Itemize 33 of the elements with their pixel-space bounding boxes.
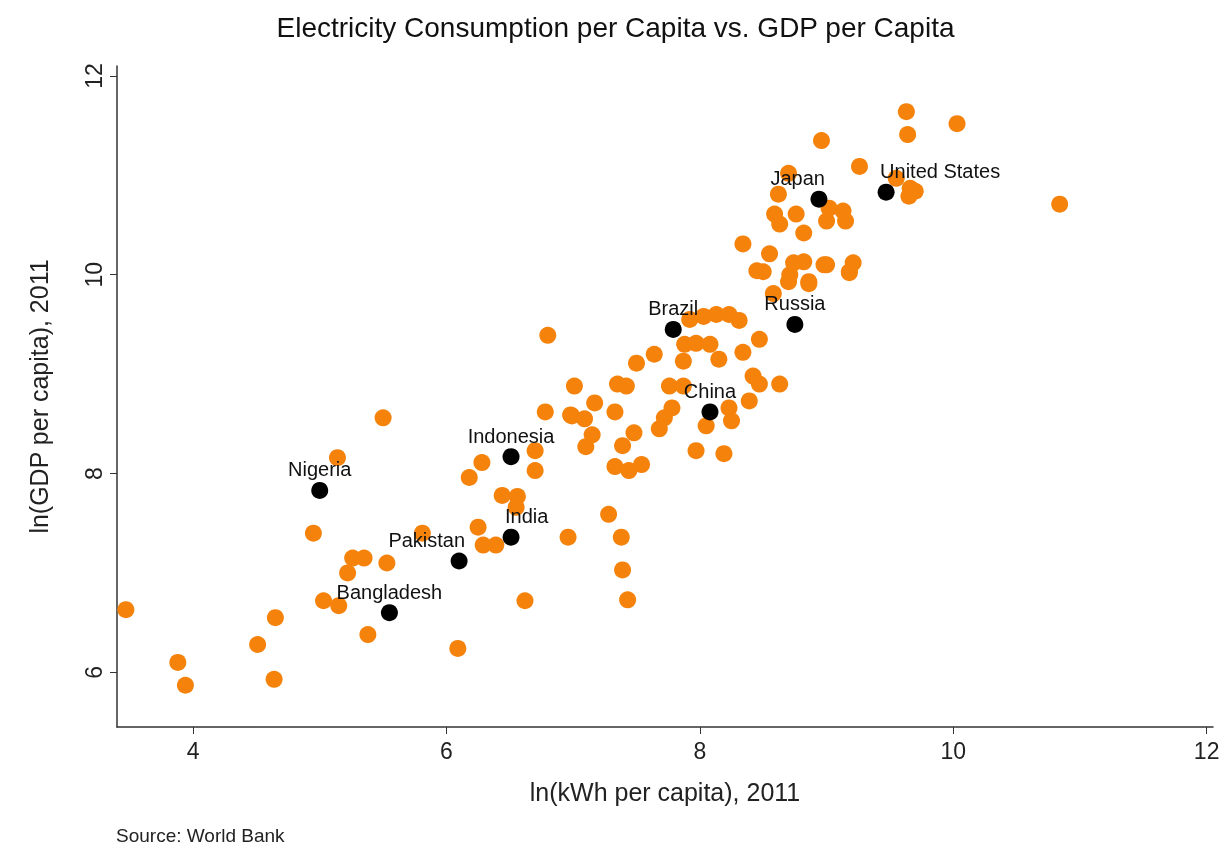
y-tick-label: 6 <box>80 665 107 679</box>
annotation: China <box>683 379 737 402</box>
point <box>502 448 520 466</box>
annotation: Bangladesh <box>336 580 443 603</box>
y-tick-label: 10 <box>80 261 107 288</box>
point <box>450 552 468 570</box>
point <box>664 320 682 338</box>
annotation: Indonesia <box>467 424 556 447</box>
x-tick-label: 6 <box>440 737 453 764</box>
annotation: India <box>505 505 550 528</box>
point <box>311 481 329 499</box>
point <box>810 190 828 208</box>
annotation: Russia <box>764 292 827 315</box>
source-note: Source: World Bank <box>116 825 286 846</box>
annotation: Nigeria <box>288 458 353 481</box>
y-axis-title: ln(GDP per capita), 2011 <box>24 259 53 534</box>
chart-title: Electricity Consumption per Capita vs. GDP per Capita <box>276 11 955 43</box>
point <box>877 183 895 201</box>
point <box>380 604 398 622</box>
point <box>701 403 719 421</box>
annotation: United States <box>880 160 1001 183</box>
annotation: Japan <box>770 167 825 190</box>
x-tick-label: 12 <box>1193 737 1220 764</box>
y-tick-label: 12 <box>80 63 107 89</box>
point <box>786 315 804 333</box>
x-tick-label: 4 <box>186 737 200 764</box>
y-tick-label: 8 <box>80 467 107 480</box>
annotation: Brazil <box>648 297 699 320</box>
point <box>502 528 520 546</box>
x-axis-title: ln(kWh per capita), 2011 <box>529 777 801 806</box>
annotation: Pakistan <box>388 529 466 551</box>
x-tick-label: 10 <box>940 737 967 764</box>
x-tick-label: 8 <box>693 737 707 764</box>
